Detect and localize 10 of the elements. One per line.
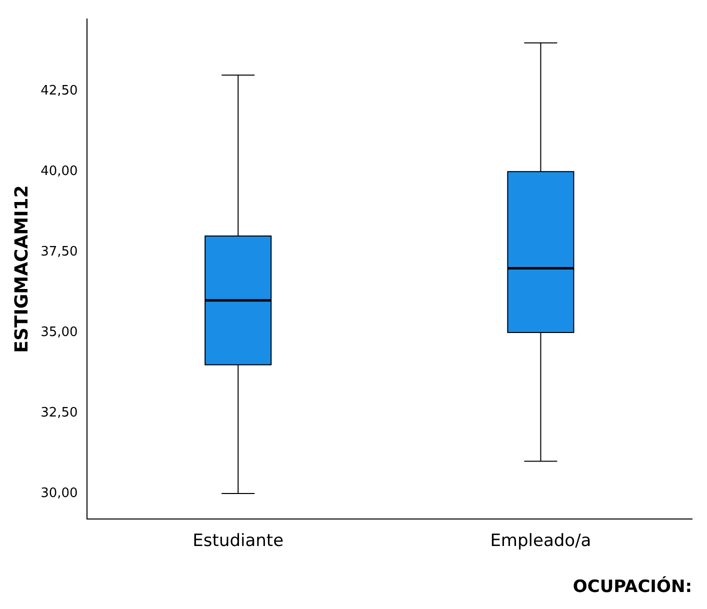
x-tick-label: Empleado/a bbox=[490, 530, 592, 551]
y-tick-label: 42,50 bbox=[40, 84, 78, 99]
y-tick-label: 32,50 bbox=[40, 405, 78, 420]
y-tick-label: 35,00 bbox=[40, 324, 78, 340]
y-tick-label: 40,00 bbox=[40, 164, 78, 180]
x-axis-title: OCUPACIÓN: bbox=[572, 576, 692, 598]
y-tick-label: 37,50 bbox=[40, 244, 78, 260]
x-tick-label: Estudiante bbox=[192, 530, 284, 551]
y-axis-title: ESTIGMACAMI12 bbox=[11, 185, 32, 353]
y-tick-label: 30,00 bbox=[40, 486, 78, 501]
